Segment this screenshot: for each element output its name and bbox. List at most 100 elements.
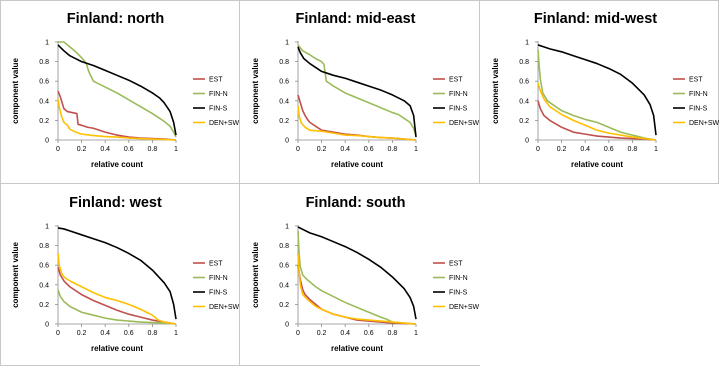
series-line-fin-s bbox=[537, 44, 657, 136]
x-tick-label: 0.6 bbox=[364, 330, 374, 337]
y-axis-title: component value bbox=[251, 242, 260, 308]
x-tick-label: 0 bbox=[296, 146, 300, 153]
x-tick-label: 0.6 bbox=[124, 330, 134, 337]
series-line-den-swe bbox=[57, 98, 177, 141]
x-tick-label: 0 bbox=[536, 146, 540, 153]
x-tick-label: 0 bbox=[296, 330, 300, 337]
grid-divider bbox=[0, 0, 719, 1]
legend-label: EST bbox=[689, 77, 703, 84]
series-line-fin-s bbox=[297, 226, 417, 320]
chart-svg: Finland: north 0 0.2 0.4 0.6 0.8 1 0 0.2 0.4 0.6 0.… bbox=[11, 11, 239, 169]
x-tick-label: 0.6 bbox=[364, 146, 374, 153]
y-tick-label: 0.8 bbox=[519, 59, 529, 66]
y-tick-label: 0.2 bbox=[39, 302, 49, 309]
x-tick-label: 0 bbox=[56, 146, 60, 153]
series-line-den-swe bbox=[297, 105, 417, 141]
chart-panel: Finland: south 0 0.2 0.4 0.6 0.8 1 0 0.2 0.4 0.6 0.… bbox=[240, 184, 479, 367]
x-tick-label: 0.4 bbox=[340, 330, 350, 337]
legend-label: EST bbox=[449, 77, 463, 84]
y-axis-title: component value bbox=[11, 242, 20, 308]
series-line-fin-s bbox=[57, 227, 177, 320]
legend-label: FIN-S bbox=[209, 106, 228, 113]
y-tick-label: 0.4 bbox=[39, 98, 49, 105]
x-axis-title: relative count bbox=[331, 160, 383, 169]
y-tick-label: 0.2 bbox=[39, 118, 49, 125]
y-axis-title: component value bbox=[491, 58, 500, 124]
legend-label: FIN-N bbox=[449, 91, 468, 98]
chart-panel: Finland: mid-west 0 0.2 0.4 0.6 0.8 1 0 0.2 0.4 0.… bbox=[480, 0, 719, 183]
chart-svg: Finland: mid-east 0 0.2 0.4 0.6 0.8 1 0 0.2 0.4 0.… bbox=[251, 11, 479, 169]
y-tick-label: 0 bbox=[525, 138, 529, 145]
grid-divider bbox=[0, 0, 1, 366]
series-line-est bbox=[57, 266, 177, 325]
y-tick-label: 0.6 bbox=[279, 79, 289, 86]
x-axis-title: relative count bbox=[571, 160, 623, 169]
legend-label: EST bbox=[209, 261, 223, 268]
y-tick-label: 0 bbox=[285, 138, 289, 145]
series-line-fin-n bbox=[58, 41, 177, 138]
series-line-fin-s bbox=[57, 44, 177, 136]
y-tick-label: 0 bbox=[285, 322, 289, 329]
y-tick-label: 0.6 bbox=[39, 79, 49, 86]
chart-panel: Finland: north 0 0.2 0.4 0.6 0.8 1 0 0.2 0.4 0.6 0.… bbox=[0, 0, 239, 183]
x-tick-label: 0.4 bbox=[340, 146, 350, 153]
legend-label: FIN-N bbox=[209, 91, 228, 98]
legend-label: FIN-S bbox=[689, 106, 708, 113]
y-tick-label: 0.8 bbox=[39, 243, 49, 250]
x-tick-label: 0.4 bbox=[100, 330, 110, 337]
grid-divider bbox=[479, 0, 480, 183]
x-tick-label: 0.2 bbox=[317, 330, 327, 337]
x-tick-label: 0.8 bbox=[388, 330, 398, 337]
y-tick-label: 0.4 bbox=[279, 282, 289, 289]
x-tick-label: 1 bbox=[414, 330, 418, 337]
legend-label: FIN-S bbox=[449, 106, 468, 113]
legend-label: DEN+SWE bbox=[209, 304, 239, 311]
series-line-fin-n bbox=[57, 289, 177, 325]
x-tick-label: 0.2 bbox=[77, 330, 87, 337]
series-line-fin-n bbox=[297, 44, 417, 137]
legend-label: FIN-N bbox=[449, 275, 468, 282]
y-tick-label: 0.6 bbox=[39, 263, 49, 270]
x-tick-label: 0.8 bbox=[148, 330, 158, 337]
chart-panel: Finland: mid-east 0 0.2 0.4 0.6 0.8 1 0 0.2 0.4 0.… bbox=[240, 0, 479, 183]
y-tick-label: 0.8 bbox=[279, 243, 289, 250]
y-tick-label: 1 bbox=[45, 224, 49, 231]
legend-label: DEN+SWE bbox=[209, 120, 239, 127]
chart-svg: Finland: south 0 0.2 0.4 0.6 0.8 1 0 0.2 0.4 0.6 0.… bbox=[251, 195, 479, 353]
legend-label: EST bbox=[209, 77, 223, 84]
series-line-fin-s bbox=[297, 46, 417, 138]
y-tick-label: 0.4 bbox=[39, 282, 49, 289]
legend-label: FIN-S bbox=[209, 290, 228, 297]
x-tick-label: 0 bbox=[56, 330, 60, 337]
series-line-est bbox=[537, 100, 657, 141]
x-tick-label: 0.2 bbox=[77, 146, 87, 153]
legend-label: FIN-N bbox=[689, 91, 708, 98]
series-line-est bbox=[297, 94, 417, 141]
y-tick-label: 0.8 bbox=[279, 59, 289, 66]
x-tick-label: 0.8 bbox=[628, 146, 638, 153]
chart-svg: Finland: mid-west 0 0.2 0.4 0.6 0.8 1 0 0.2 0.4 0.… bbox=[491, 11, 719, 169]
x-tick-label: 1 bbox=[654, 146, 658, 153]
y-tick-label: 0.4 bbox=[519, 98, 529, 105]
legend-label: EST bbox=[449, 261, 463, 268]
chart-title: Finland: mid-east bbox=[295, 11, 415, 27]
x-tick-label: 0.2 bbox=[317, 146, 327, 153]
y-tick-label: 0.2 bbox=[279, 302, 289, 309]
y-tick-label: 1 bbox=[45, 40, 49, 47]
legend-label: FIN-S bbox=[449, 290, 468, 297]
y-tick-label: 1 bbox=[285, 40, 289, 47]
y-tick-label: 1 bbox=[525, 40, 529, 47]
legend-label: FIN-N bbox=[209, 275, 228, 282]
y-tick-label: 0.6 bbox=[519, 79, 529, 86]
y-tick-label: 0.2 bbox=[279, 118, 289, 125]
x-tick-label: 1 bbox=[414, 146, 418, 153]
chart-title: Finland: west bbox=[69, 195, 162, 211]
y-tick-label: 0.8 bbox=[39, 59, 49, 66]
x-tick-label: 1 bbox=[174, 146, 178, 153]
y-axis-title: component value bbox=[11, 58, 20, 124]
legend-label: DEN+SWE bbox=[689, 120, 719, 127]
x-tick-label: 0.2 bbox=[557, 146, 567, 153]
y-tick-label: 0.4 bbox=[279, 98, 289, 105]
x-tick-label: 0.8 bbox=[148, 146, 158, 153]
